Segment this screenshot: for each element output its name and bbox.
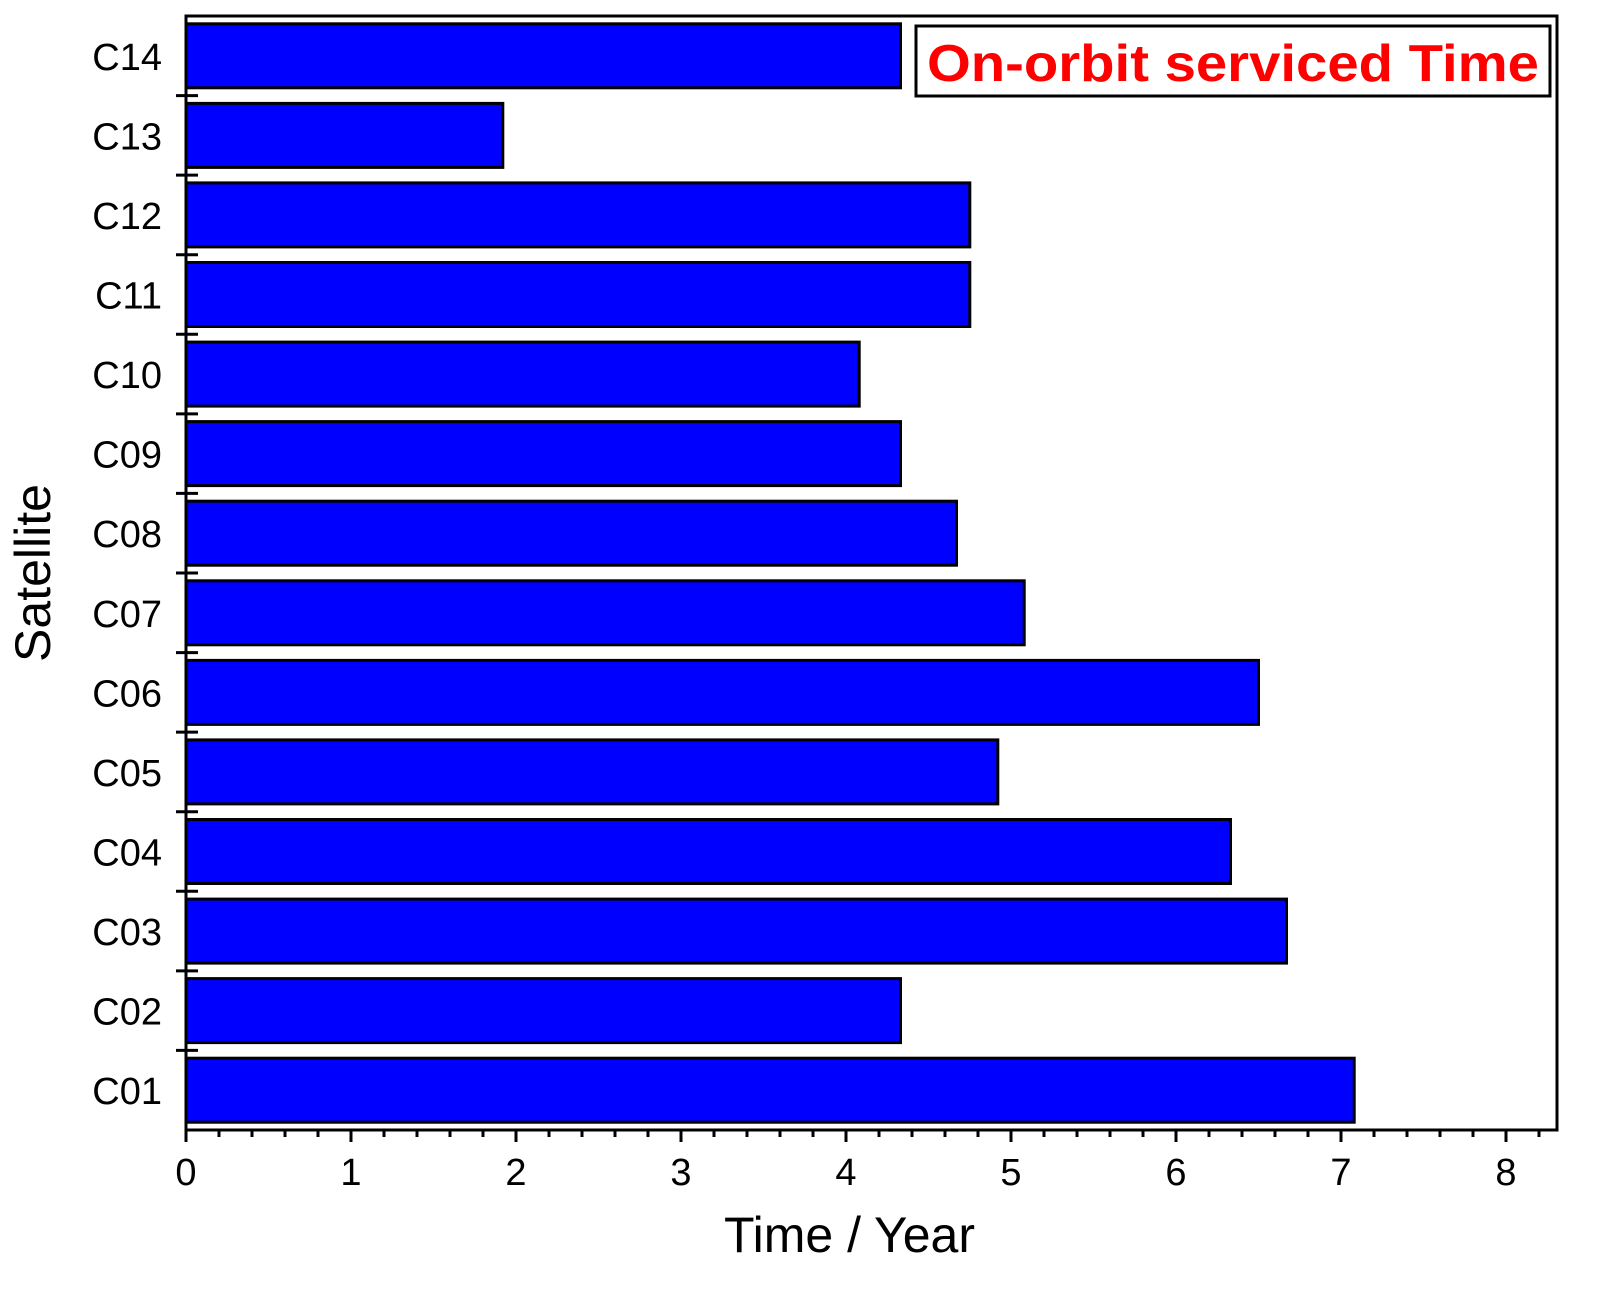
y-tick-label-c07: C07 (92, 594, 162, 636)
x-tick-label-0: 0 (175, 1152, 196, 1194)
x-tick-label-5: 5 (1000, 1152, 1021, 1194)
legend-label: On-orbit serviced Time (927, 35, 1539, 93)
x-tick-label-4: 4 (835, 1152, 856, 1194)
y-tick-label-c06: C06 (92, 673, 162, 715)
x-tick-label-6: 6 (1165, 1152, 1186, 1194)
y-tick-label-c01: C01 (92, 1071, 162, 1113)
y-tick-label-c12: C12 (92, 196, 162, 238)
bar-c09 (184, 420, 902, 488)
bar-c05 (184, 738, 1000, 806)
bar-c04 (184, 818, 1232, 885)
x-tick-label-1: 1 (340, 1152, 361, 1194)
y-tick-label-c02: C02 (92, 992, 162, 1034)
bar-c06 (184, 658, 1260, 726)
x-tick-label-3: 3 (670, 1152, 691, 1194)
bar-c01 (184, 1056, 1356, 1124)
x-tick-label-8: 8 (1495, 1152, 1516, 1194)
y-tick-label-c11: C11 (95, 276, 162, 318)
y-tick-label-c10: C10 (92, 355, 162, 397)
bar-c12 (184, 181, 972, 249)
bar-c03 (184, 897, 1288, 965)
bar-c13 (184, 101, 505, 169)
legend: On-orbit serviced Time (914, 24, 1552, 98)
y-tick-label-c08: C08 (92, 514, 162, 556)
legend-box (914, 24, 1552, 98)
y-tick-label-c04: C04 (92, 833, 162, 875)
x-axis-title: Time / Year (724, 1207, 975, 1263)
y-tick-label-c03: C03 (92, 912, 162, 954)
bars-group (184, 22, 1356, 1124)
bar-c02 (184, 977, 902, 1045)
y-tick-label-c05: C05 (92, 753, 162, 795)
x-tick-label-7: 7 (1330, 1152, 1351, 1194)
tick-labels: C01 C02 C03 C04 C05 C06 C07 C08 C09 C10 C11 C12 C13 C… (92, 37, 1516, 1194)
bar-c11 (184, 261, 972, 328)
x-tick-label-2: 2 (505, 1152, 526, 1194)
y-tick-label-c14: C14 (92, 37, 162, 79)
bar-c10 (184, 340, 861, 408)
axis-ticks (176, 94, 1541, 1142)
y-tick-label-c13: C13 (92, 116, 162, 158)
y-tick-label-c09: C09 (92, 435, 162, 477)
bar-c08 (184, 499, 958, 567)
y-axis-title: Satellite (5, 484, 61, 662)
bar-c07 (184, 579, 1026, 647)
bar-c14 (184, 22, 902, 90)
